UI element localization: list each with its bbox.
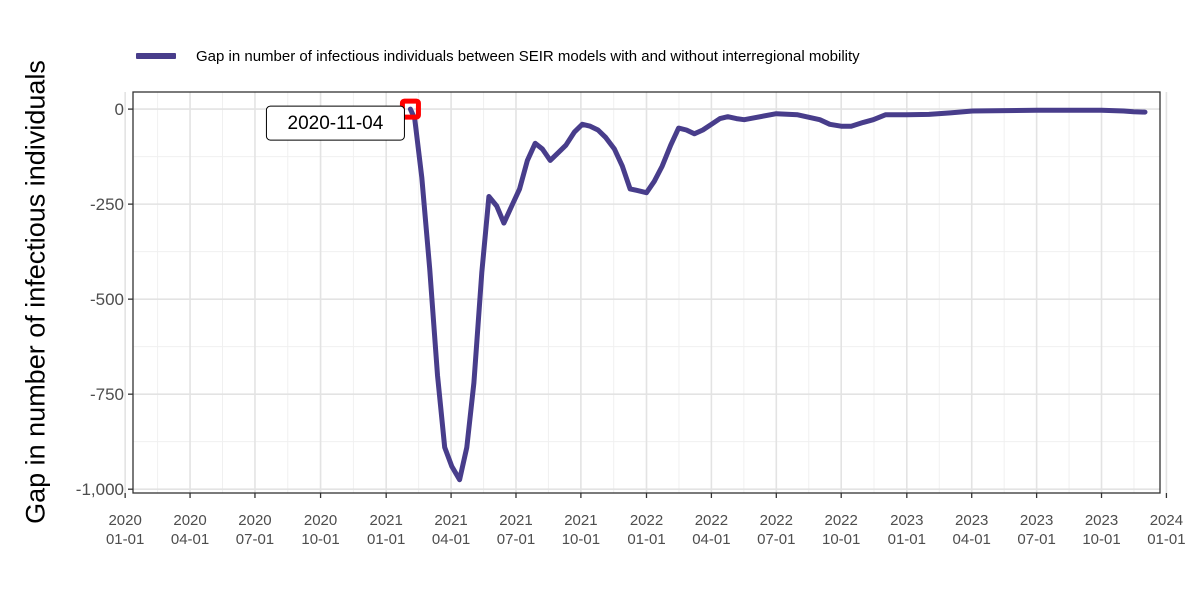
x-tick-label-date: 01-01 [367,531,405,548]
x-tick-label-year: 2022 [630,512,663,529]
x-tick-label-year: 2020 [173,512,206,529]
x-tick-label-year: 2021 [564,512,597,529]
x-tick-label-date: 07-01 [757,531,795,548]
x-tick-label-year: 2020 [108,512,141,529]
x-tick-label-year: 2023 [890,512,923,529]
x-tick-label-date: 10-01 [822,531,860,548]
x-tick-label-year: 2022 [695,512,728,529]
x-tick-label-date: 10-01 [562,531,600,548]
y-tick-label: 0 [115,100,124,119]
x-tick-label-date: 01-01 [1147,531,1185,548]
x-tick-label-date: 04-01 [692,531,730,548]
x-tick-label-date: 01-01 [627,531,665,548]
x-tick-label-date: 07-01 [497,531,535,548]
annotation-label: 2020-11-04 [288,113,384,134]
legend-swatch [136,53,176,59]
x-tick-label-year: 2023 [1085,512,1118,529]
x-tick-label-date: 04-01 [432,531,470,548]
y-tick-label: -750 [90,385,124,404]
x-tick-label-date: 04-01 [953,531,991,548]
legend-label: Gap in number of infectious individuals … [196,47,860,65]
x-tick-label-date: 07-01 [236,531,274,548]
x-tick-label-year: 2021 [434,512,467,529]
y-tick-label: -250 [90,195,124,214]
legend: Gap in number of infectious individuals … [136,44,860,68]
x-tick-label-year: 2022 [825,512,858,529]
y-tick-label: -1,000 [76,480,124,499]
x-tick-label-year: 2023 [955,512,988,529]
y-tick-label: -500 [90,290,124,309]
x-tick-label-year: 2021 [369,512,402,529]
x-tick-label-year: 2021 [499,512,532,529]
x-tick-label-date: 10-01 [301,531,339,548]
x-tick-label-year: 2020 [304,512,337,529]
x-tick-label-date: 01-01 [888,531,926,548]
x-tick-label-date: 04-01 [171,531,209,548]
annotation-box [265,105,405,141]
x-tick-label-year: 2020 [238,512,271,529]
x-tick-label-year: 2022 [760,512,793,529]
series-line [407,106,1148,483]
x-tick-label-year: 2023 [1020,512,1053,529]
x-tick-label-date: 10-01 [1082,531,1120,548]
x-tick-label-date: 01-01 [106,531,144,548]
x-tick-label-year: 2024 [1150,512,1183,529]
x-tick-label-date: 07-01 [1017,531,1055,548]
